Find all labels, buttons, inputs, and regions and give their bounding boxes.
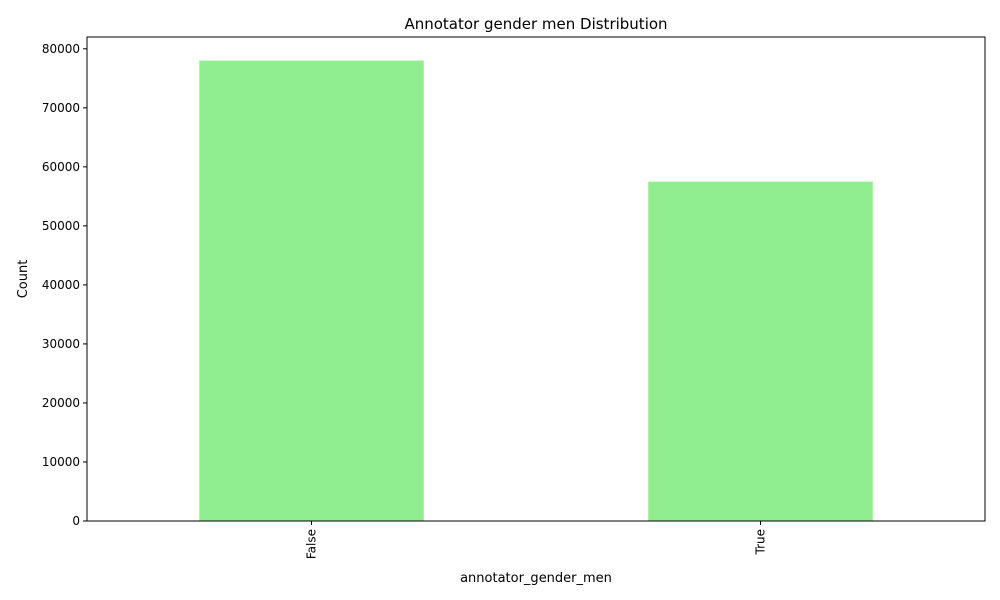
x-axis-label: annotator_gender_men (460, 571, 612, 586)
y-tick-label: 60000 (42, 160, 80, 174)
bars-group (199, 60, 873, 522)
y-axis-label: Count (16, 260, 31, 299)
y-axis-ticks: 0 10000 20000 30000 40000 50000 60000 70000 8000… (42, 42, 87, 528)
y-tick-label: 0 (72, 514, 80, 528)
y-tick-label: 70000 (42, 101, 80, 115)
y-tick-label: 40000 (42, 278, 80, 292)
chart-title: Annotator gender men Distribution (404, 15, 667, 33)
y-tick-label: 10000 (42, 455, 80, 469)
x-tick-label-true: True (754, 529, 768, 556)
bar-true (648, 181, 873, 522)
y-tick-label: 20000 (42, 396, 80, 410)
x-axis-ticks: False True (305, 521, 768, 559)
x-tick-label-false: False (305, 529, 319, 559)
y-tick-label: 80000 (42, 42, 80, 56)
bar-false (199, 60, 424, 522)
y-tick-label: 30000 (42, 337, 80, 351)
plot-frame (86, 36, 986, 522)
y-tick-label: 50000 (42, 219, 80, 233)
